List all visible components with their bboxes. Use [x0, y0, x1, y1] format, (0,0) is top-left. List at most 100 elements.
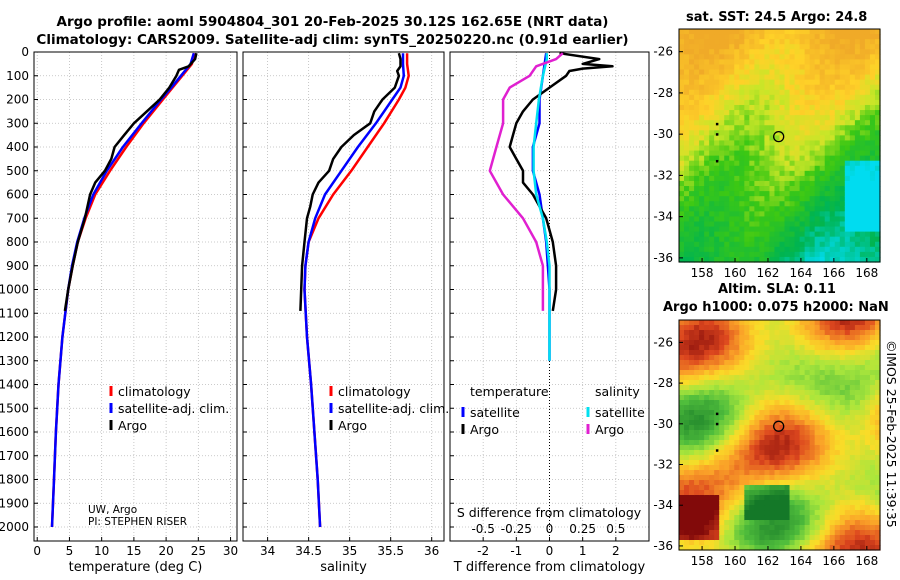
map-cell: [779, 545, 786, 551]
map-cell: [824, 535, 831, 541]
map-cell: [749, 180, 755, 187]
map-cell: [869, 360, 876, 366]
map-cell: [744, 231, 750, 238]
map-cell: [684, 231, 690, 238]
y-tick-label: -26: [653, 335, 673, 349]
map-cell: [779, 175, 786, 182]
map-cell: [679, 160, 685, 167]
map-cell: [689, 54, 695, 60]
map-cell: [749, 120, 755, 126]
map-cell: [724, 150, 730, 157]
map-cell: [814, 425, 821, 431]
map-cell: [744, 49, 750, 55]
map-cell: [684, 470, 690, 476]
map-cell: [834, 246, 841, 253]
map-cell: [719, 145, 725, 152]
map-cell: [744, 186, 750, 192]
map-cell: [809, 236, 816, 243]
map-cell: [824, 115, 831, 121]
map-cell: [809, 470, 816, 476]
map-cell: [719, 380, 725, 386]
map-cell: [874, 140, 881, 147]
series-line-temperature-argo: [508, 51, 614, 312]
map-cell: [814, 440, 821, 446]
map-cell: [814, 110, 821, 116]
map-cell: [724, 355, 730, 361]
map-cell: [719, 450, 725, 456]
map-cell: [829, 175, 836, 182]
map-cell: [769, 64, 776, 71]
map-cell: [829, 390, 836, 396]
map-cell: [829, 330, 836, 336]
map-cell: [829, 490, 836, 496]
map-cell: [864, 216, 871, 223]
map-cell: [844, 375, 851, 381]
map-cell: [784, 470, 791, 476]
map-cell: [709, 515, 715, 521]
map-cell: [709, 165, 715, 172]
map-cell: [809, 505, 816, 511]
map-cell: [854, 495, 861, 501]
map-cell: [679, 206, 685, 212]
map-cell: [764, 470, 771, 476]
map-cell: [819, 256, 826, 263]
map-cell: [759, 535, 766, 541]
map-cell: [694, 390, 700, 396]
map-cell: [714, 505, 720, 511]
map-cell: [699, 115, 705, 121]
map-cell: [779, 425, 786, 431]
map-cell: [819, 34, 826, 40]
map-cell: [724, 99, 730, 106]
map-cell: [749, 221, 755, 228]
map-cell: [794, 110, 801, 116]
map-cell: [754, 216, 761, 223]
map-cell: [774, 390, 781, 396]
map-cell: [734, 241, 740, 248]
map-cell: [729, 480, 735, 486]
map-cell: [819, 99, 826, 106]
map-cell: [754, 375, 761, 381]
map-cell: [744, 165, 750, 172]
map-cell: [819, 216, 826, 223]
map-cell: [794, 340, 801, 346]
sla-map-title-line2: Argo h1000: 0.075 h2000: NaN: [663, 300, 889, 315]
map-cell: [874, 415, 881, 421]
map-cell: [719, 505, 725, 511]
map-cell: [759, 510, 766, 516]
map-cell: [804, 206, 811, 212]
map-cell: [869, 490, 876, 496]
map-cell: [679, 251, 685, 258]
map-cell: [689, 355, 695, 361]
map-cell: [809, 405, 816, 411]
map-cell: [709, 104, 715, 111]
map-cell: [864, 135, 871, 142]
map-cell: [849, 500, 856, 506]
map-cell: [679, 360, 685, 366]
map-cell: [719, 241, 725, 248]
map-cell: [739, 330, 745, 336]
map-cell: [719, 155, 725, 162]
map-cell: [714, 84, 720, 91]
map-cell: [739, 420, 745, 426]
map-cell: [789, 415, 796, 421]
map-cell: [734, 175, 740, 182]
map-cell: [844, 145, 851, 152]
map-cell: [714, 470, 720, 476]
map-cell: [704, 150, 710, 157]
map-cell: [769, 170, 776, 177]
map-cell: [834, 440, 841, 446]
map-cell: [684, 370, 690, 376]
map-cell: [744, 191, 750, 197]
map-cell: [789, 445, 796, 451]
map-cell: [694, 490, 700, 496]
map-cell: [779, 125, 786, 131]
map-cell: [849, 460, 856, 466]
map-cell: [849, 54, 856, 60]
map-cell: [809, 455, 816, 461]
map-cell: [744, 201, 750, 207]
map-cell: [854, 425, 861, 431]
map-cell: [864, 385, 871, 391]
map-cell: [754, 59, 761, 66]
map-cell: [759, 455, 766, 461]
map-cell: [839, 390, 846, 396]
